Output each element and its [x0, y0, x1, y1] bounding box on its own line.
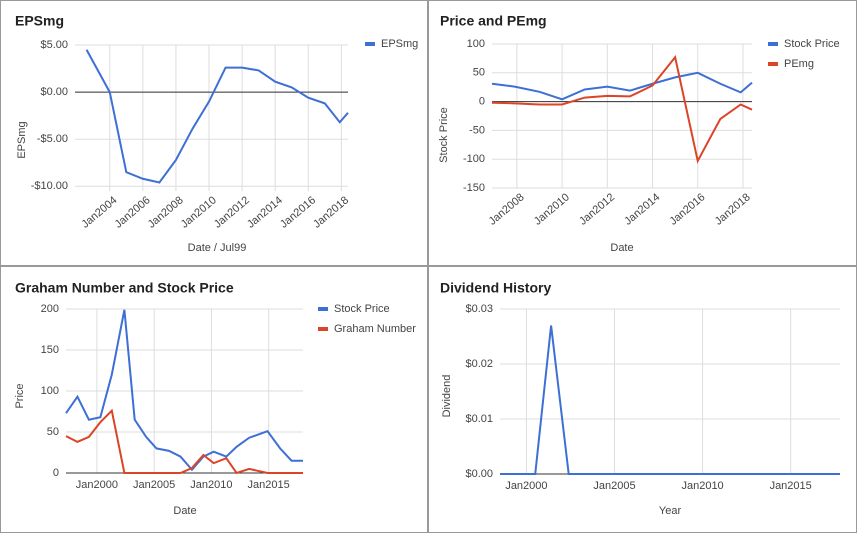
y-tick-label: 200: [41, 303, 59, 315]
chart-title: EPSmg: [15, 13, 64, 29]
x-tick-label: Jan2000: [505, 480, 547, 492]
y-axis-label: EPSmg: [16, 121, 28, 158]
chart-title: Price and PEmg: [440, 13, 547, 29]
x-tick-label: Jan2015: [770, 480, 812, 492]
legend-label: PEmg: [784, 58, 814, 70]
x-axis-label: Date / Jul99: [188, 242, 247, 254]
chart-title: Dividend History: [440, 280, 551, 296]
x-tick-label: Jan2005: [133, 479, 175, 491]
y-axis-label: Price: [14, 383, 26, 408]
legend-key: [365, 42, 375, 46]
y-tick-label: 150: [41, 344, 59, 356]
y-tick-label: $0.02: [465, 358, 493, 370]
y-tick-label: 100: [41, 385, 59, 397]
y-tick-label: -$10.00: [31, 180, 68, 192]
x-tick-label: Jan2015: [248, 479, 290, 491]
line-series: [491, 54, 753, 164]
x-axis-label: Year: [659, 505, 682, 517]
legend-label: Stock Price: [784, 38, 840, 50]
y-tick-label: -150: [463, 182, 485, 194]
y-axis-label: Dividend: [441, 375, 453, 418]
panel: [428, 0, 857, 266]
line-series: [500, 325, 840, 475]
y-tick-label: $0.03: [465, 303, 493, 315]
y-tick-label: 100: [467, 38, 485, 50]
legend-label: EPSmg: [381, 38, 418, 50]
legend-label: Graham Number: [334, 323, 416, 335]
legend-key: [768, 42, 778, 46]
x-tick-label: Jan2010: [190, 479, 232, 491]
line-series: [491, 71, 753, 101]
y-tick-label: $5.00: [40, 39, 68, 51]
y-tick-label: $0.01: [465, 413, 493, 425]
line-series: [85, 49, 349, 184]
y-tick-label: 50: [47, 426, 59, 438]
legend-key: [318, 327, 328, 331]
x-tick-label: Jan2005: [593, 480, 635, 492]
y-tick-label: 50: [473, 67, 485, 79]
panel: [0, 266, 428, 533]
legend-label: Stock Price: [334, 303, 390, 315]
y-axis-label: Stock Price: [438, 107, 450, 163]
y-tick-label: $0.00: [465, 468, 493, 480]
y-tick-label: -50: [469, 124, 485, 136]
y-tick-label: -$5.00: [37, 133, 68, 145]
y-tick-label: 0: [53, 467, 59, 479]
x-tick-label: Jan2010: [681, 480, 723, 492]
line-series: [65, 309, 303, 472]
x-tick-label: Jan2000: [76, 479, 118, 491]
legend-key: [318, 307, 328, 311]
x-axis-label: Date: [173, 505, 196, 517]
legend-key: [768, 62, 778, 66]
line-series: [65, 408, 303, 475]
panel: [428, 266, 857, 533]
y-tick-label: -100: [463, 153, 485, 165]
y-tick-label: $0.00: [40, 86, 68, 98]
x-axis-label: Date: [610, 242, 633, 254]
chart-title: Graham Number and Stock Price: [15, 280, 234, 296]
y-tick-label: 0: [479, 96, 485, 108]
